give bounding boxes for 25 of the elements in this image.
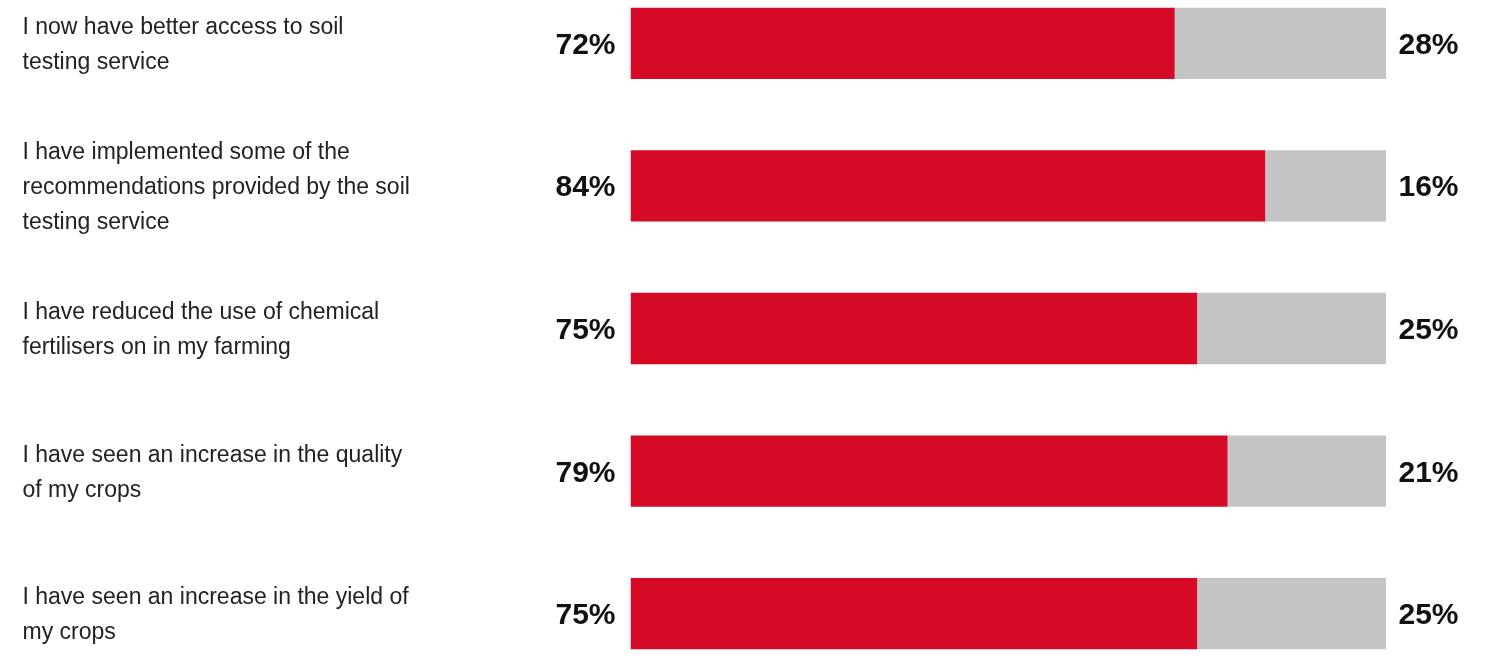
data-label: 28% xyxy=(1398,26,1459,60)
bar xyxy=(1197,292,1386,365)
data-label: 84% xyxy=(555,169,616,203)
data-label: 75% xyxy=(555,597,616,631)
data-label: 21% xyxy=(1398,454,1459,488)
bar xyxy=(1174,7,1386,79)
bar xyxy=(630,292,1198,365)
y-tick-label: I have seen an increase in the yield of my crops xyxy=(22,583,410,645)
data-label: 25% xyxy=(1398,597,1459,631)
data-label: 16% xyxy=(1398,169,1459,203)
data-label: 72% xyxy=(555,26,616,60)
y-tick-label: I have implemented some of the recommendations provided by the soil testing service xyxy=(22,137,410,234)
data-label: 25% xyxy=(1398,312,1459,345)
data-label: 75% xyxy=(555,312,616,345)
bar xyxy=(1265,150,1386,222)
y-tick-label: I now have better access to soil testing service xyxy=(22,12,344,74)
bar xyxy=(630,435,1228,507)
bar xyxy=(630,578,1198,650)
bar xyxy=(630,150,1266,222)
bar xyxy=(1227,435,1386,507)
bar xyxy=(630,7,1175,79)
y-tick-label: I have seen an increase in the quality of my crops xyxy=(22,440,403,502)
bar xyxy=(1197,578,1386,650)
y-tick-label: I have reduced the use of chemical fertilisers on in my farming xyxy=(22,297,380,360)
data-label: 79% xyxy=(555,454,616,488)
